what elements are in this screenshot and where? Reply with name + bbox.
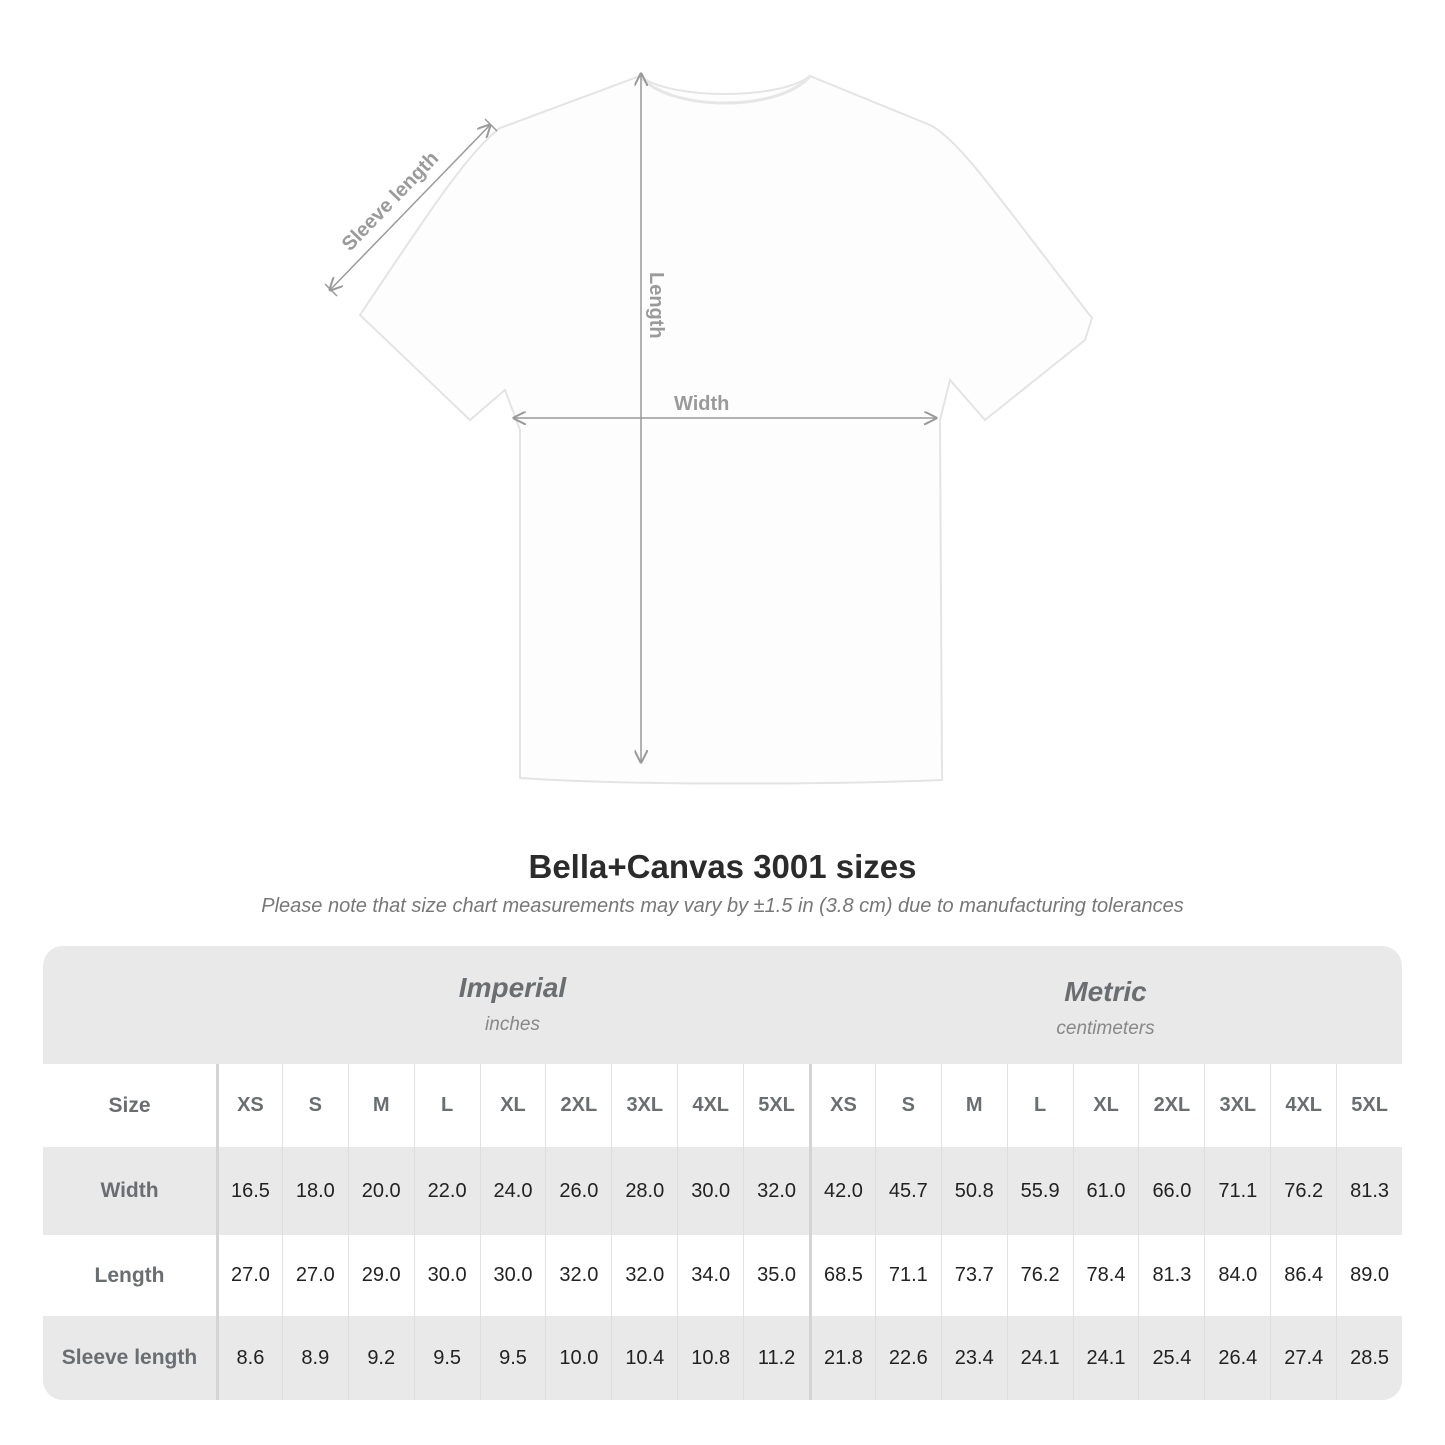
imperial-cell: 34.0	[677, 1235, 743, 1316]
imperial-cell: 27.0	[216, 1235, 282, 1316]
chart-title: Bella+Canvas 3001 sizes	[528, 848, 917, 885]
imperial-cell: 11.2	[743, 1316, 809, 1400]
metric-cell: 28.5	[1336, 1316, 1402, 1400]
imperial-cell: M	[347, 1064, 414, 1147]
metric-cell: 68.5	[809, 1235, 875, 1316]
metric-cell: 45.7	[874, 1147, 941, 1235]
metric-cell: 71.1	[1204, 1147, 1270, 1235]
imperial-cell: 20.0	[347, 1147, 414, 1235]
imperial-cell: 18.0	[281, 1147, 348, 1235]
metric-cell: 4XL	[1270, 1064, 1336, 1147]
metric-cell: 78.4	[1072, 1235, 1139, 1316]
metric-cell: 86.4	[1270, 1235, 1336, 1316]
imperial-cell: 16.5	[216, 1147, 282, 1235]
metric-cell: 71.1	[874, 1235, 941, 1316]
row-label: Width	[100, 1179, 159, 1202]
imperial-cell: 32.0	[743, 1147, 809, 1235]
metric-cell: 27.4	[1270, 1316, 1336, 1400]
size-header-row: Size XS S M L XL 2XL 3XL 4XL 5XL XS S M L XL 2XL 3XL 4XL 5…	[43, 1064, 1402, 1147]
metric-cell: 55.9	[1006, 1147, 1073, 1235]
imperial-cell: 30.0	[413, 1235, 480, 1316]
imperial-cell: 9.5	[413, 1316, 480, 1400]
imperial-cell: 28.0	[611, 1147, 677, 1235]
imperial-title: Imperial	[458, 972, 567, 1003]
imperial-cell: 8.6	[216, 1316, 282, 1400]
imperial-cell: 10.8	[677, 1316, 743, 1400]
table-row-sleeve-length: Sleeve length 8.6 8.9 9.2 9.5 9.5 10.0 10.4 10.8…	[43, 1316, 1402, 1400]
metric-cell: 81.3	[1336, 1147, 1402, 1235]
tshirt-diagram: Sleeve length Length Width	[324, 0, 1094, 785]
metric-cell: 50.8	[940, 1147, 1007, 1235]
metric-cell: 42.0	[809, 1147, 875, 1235]
size-table: Imperial inches Metric centimeters Size X…	[43, 946, 1402, 1400]
metric-cell: 26.4	[1204, 1316, 1270, 1400]
metric-cell: 66.0	[1138, 1147, 1204, 1235]
metric-cell: 22.6	[874, 1316, 941, 1400]
row-label: Size	[108, 1093, 151, 1117]
metric-cell: 84.0	[1204, 1235, 1270, 1316]
row-label: Sleeve length	[61, 1346, 198, 1369]
sleeve-length-arrow	[330, 125, 490, 290]
metric-cell: 3XL	[1204, 1064, 1270, 1147]
imperial-cell: 2XL	[545, 1064, 611, 1147]
metric-cell: XL	[1072, 1064, 1139, 1147]
metric-cell: 76.2	[1270, 1147, 1336, 1235]
metric-cell: 2XL	[1138, 1064, 1204, 1147]
metric-title: Metric	[1064, 976, 1147, 1007]
imperial-cell: 3XL	[611, 1064, 677, 1147]
imperial-cell: 8.9	[281, 1316, 348, 1400]
metric-cell: 23.4	[940, 1316, 1007, 1400]
imperial-cell: 27.0	[281, 1235, 348, 1316]
imperial-cell: 4XL	[677, 1064, 743, 1147]
imperial-cell: 32.0	[611, 1235, 677, 1316]
imperial-cell: 35.0	[743, 1235, 809, 1316]
imperial-cell: 10.0	[545, 1316, 611, 1400]
imperial-cell: L	[413, 1064, 480, 1147]
metric-cell: 76.2	[1006, 1235, 1073, 1316]
metric-cell: XS	[809, 1064, 875, 1147]
metric-cell: 73.7	[940, 1235, 1007, 1316]
metric-cell: 24.1	[1072, 1316, 1139, 1400]
imperial-cell: 26.0	[545, 1147, 611, 1235]
width-label: Width	[674, 393, 729, 415]
imperial-cell: XS	[216, 1064, 282, 1147]
imperial-cell: 30.0	[479, 1235, 546, 1316]
imperial-cell: 5XL	[743, 1064, 809, 1147]
metric-cell: 81.3	[1138, 1235, 1204, 1316]
metric-cell: 21.8	[809, 1316, 875, 1400]
metric-cell: 61.0	[1072, 1147, 1139, 1235]
metric-cell: 5XL	[1336, 1064, 1402, 1147]
imperial-heading: Imperial inches	[216, 946, 809, 1090]
metric-cell: M	[940, 1064, 1007, 1147]
imperial-cell: 10.4	[611, 1316, 677, 1400]
imperial-cell: XL	[479, 1064, 546, 1147]
metric-cell: 24.1	[1006, 1316, 1073, 1400]
tolerance-note: Please note that size chart measurements…	[261, 895, 1184, 917]
row-label: Length	[94, 1263, 165, 1287]
metric-cell: 89.0	[1336, 1235, 1402, 1316]
imperial-cell: 32.0	[545, 1235, 611, 1316]
table-row-length: Length 27.0 27.0 29.0 30.0 30.0 32.0 32.0 34.0 35…	[43, 1235, 1402, 1316]
length-label: Length	[645, 272, 667, 339]
imperial-cell: S	[281, 1064, 348, 1147]
metric-unit: centimeters	[1056, 1018, 1155, 1039]
imperial-cell: 30.0	[677, 1147, 743, 1235]
imperial-cell: 29.0	[347, 1235, 414, 1316]
imperial-cell: 22.0	[413, 1147, 480, 1235]
metric-cell: S	[874, 1064, 941, 1147]
metric-heading: Metric centimeters	[809, 946, 1402, 1094]
tshirt-shape	[358, 74, 1094, 785]
table-row-width: Width 16.5 18.0 20.0 22.0 24.0 26.0 28.0 30.0 32.…	[43, 1147, 1402, 1235]
imperial-cell: 9.5	[479, 1316, 546, 1400]
imperial-cell: 24.0	[479, 1147, 546, 1235]
imperial-unit: inches	[485, 1014, 540, 1035]
metric-cell: 25.4	[1138, 1316, 1204, 1400]
imperial-cell: 9.2	[347, 1316, 414, 1400]
metric-cell: L	[1006, 1064, 1073, 1147]
